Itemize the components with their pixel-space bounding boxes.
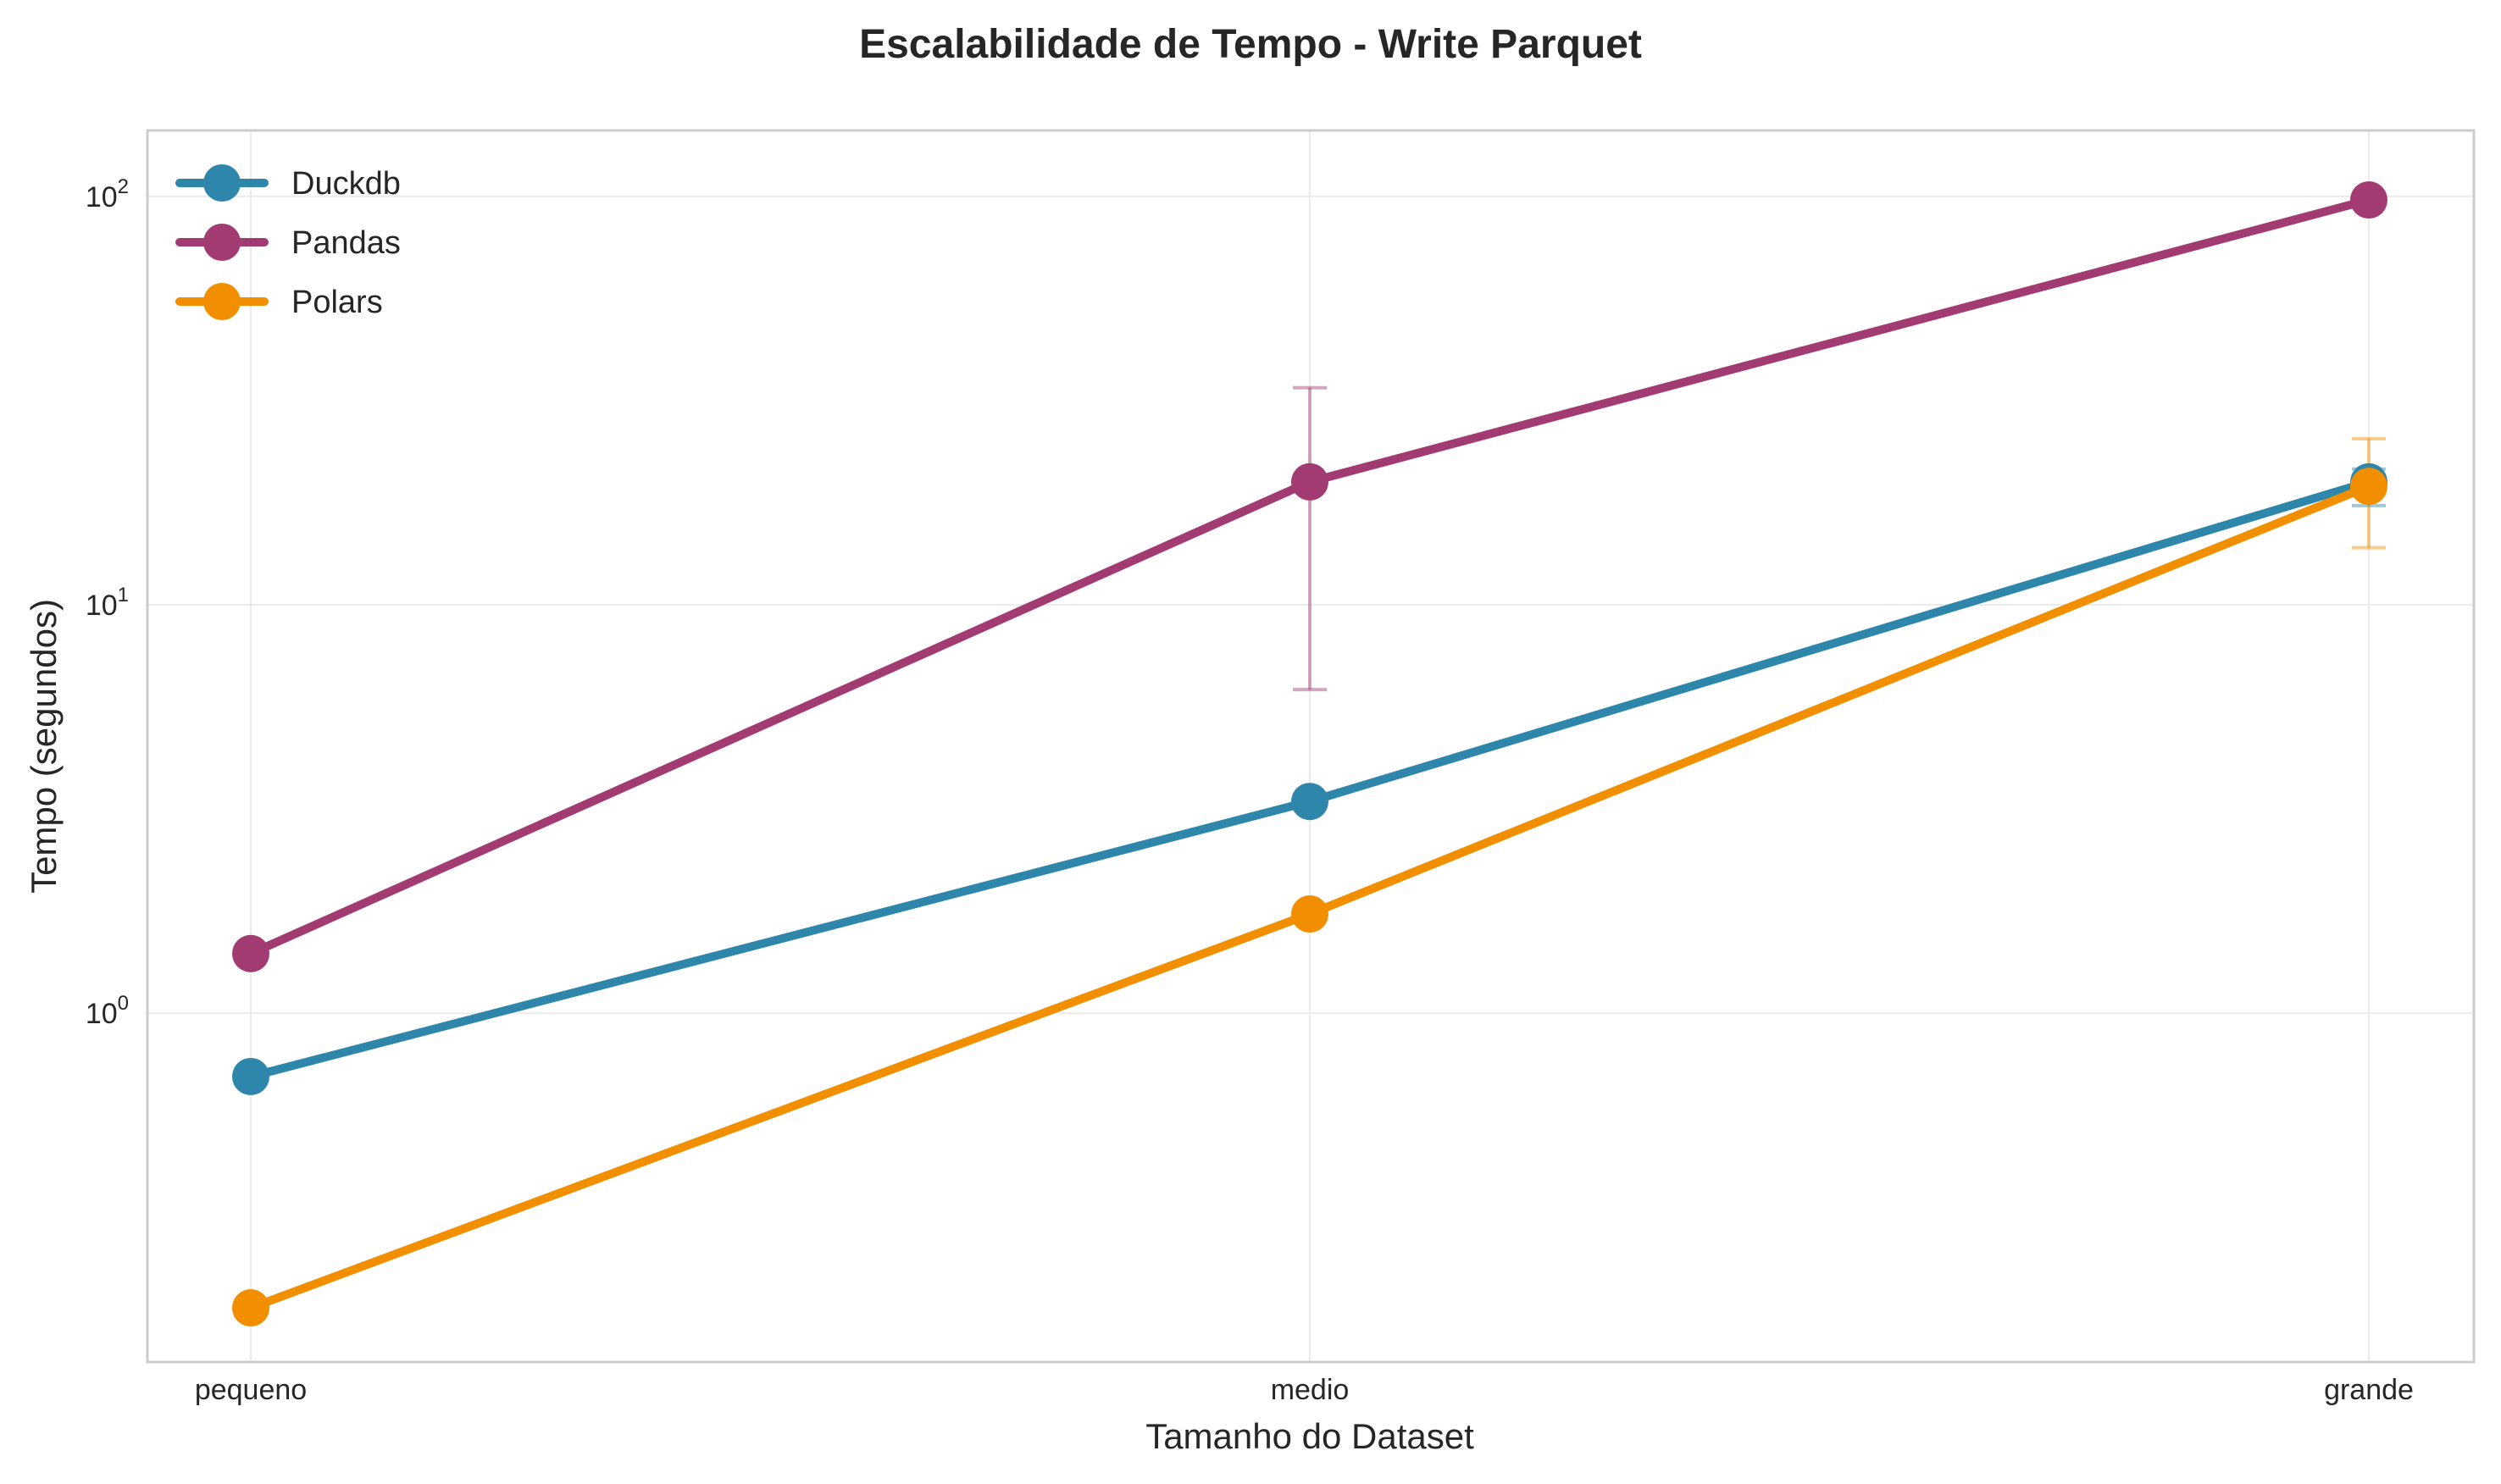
- data-point-polars: [232, 1289, 269, 1327]
- data-point-polars: [2350, 468, 2387, 506]
- y-tick-label: 101: [86, 584, 129, 622]
- legend: Duckdb Pandas Polars: [175, 164, 401, 320]
- x-axis-label: Tamanho do Dataset: [1145, 1416, 1474, 1456]
- grid-lines: [147, 130, 2474, 1362]
- legend-item-duckdb: Duckdb: [175, 164, 401, 202]
- data-point-duckdb: [1291, 783, 1328, 821]
- legend-item-polars: Polars: [175, 283, 383, 320]
- x-tick-label: pequeno: [195, 1374, 307, 1406]
- y-tick-label: 100: [86, 992, 129, 1030]
- y-axis-label: Tempo (segundos): [24, 599, 64, 894]
- legend-marker: [203, 283, 241, 320]
- x-tick-label: medio: [1271, 1374, 1350, 1406]
- plot-frame: [146, 129, 2476, 1364]
- data-point-pandas: [2350, 181, 2387, 219]
- y-tick-label: 102: [86, 175, 129, 213]
- series-markers: [232, 181, 2387, 1327]
- data-point-duckdb: [232, 1057, 269, 1095]
- legend-marker: [203, 224, 241, 261]
- data-point-pandas: [1291, 462, 1328, 501]
- chart-title: Escalabilidade de Tempo - Write Parquet: [859, 22, 1642, 67]
- legend-label: Polars: [291, 285, 383, 320]
- legend-label: Pandas: [291, 225, 401, 261]
- x-tick-label: grande: [2324, 1374, 2414, 1406]
- data-point-pandas: [232, 934, 269, 972]
- legend-item-pandas: Pandas: [175, 224, 401, 261]
- legend-marker: [203, 164, 241, 202]
- error-bar-pandas: [1293, 385, 1327, 692]
- data-point-polars: [1291, 895, 1328, 933]
- x-tick-labels: pequeno medio grande: [195, 1374, 2414, 1406]
- legend-label: Duckdb: [291, 166, 401, 202]
- y-tick-labels: 100 101 102: [86, 175, 129, 1030]
